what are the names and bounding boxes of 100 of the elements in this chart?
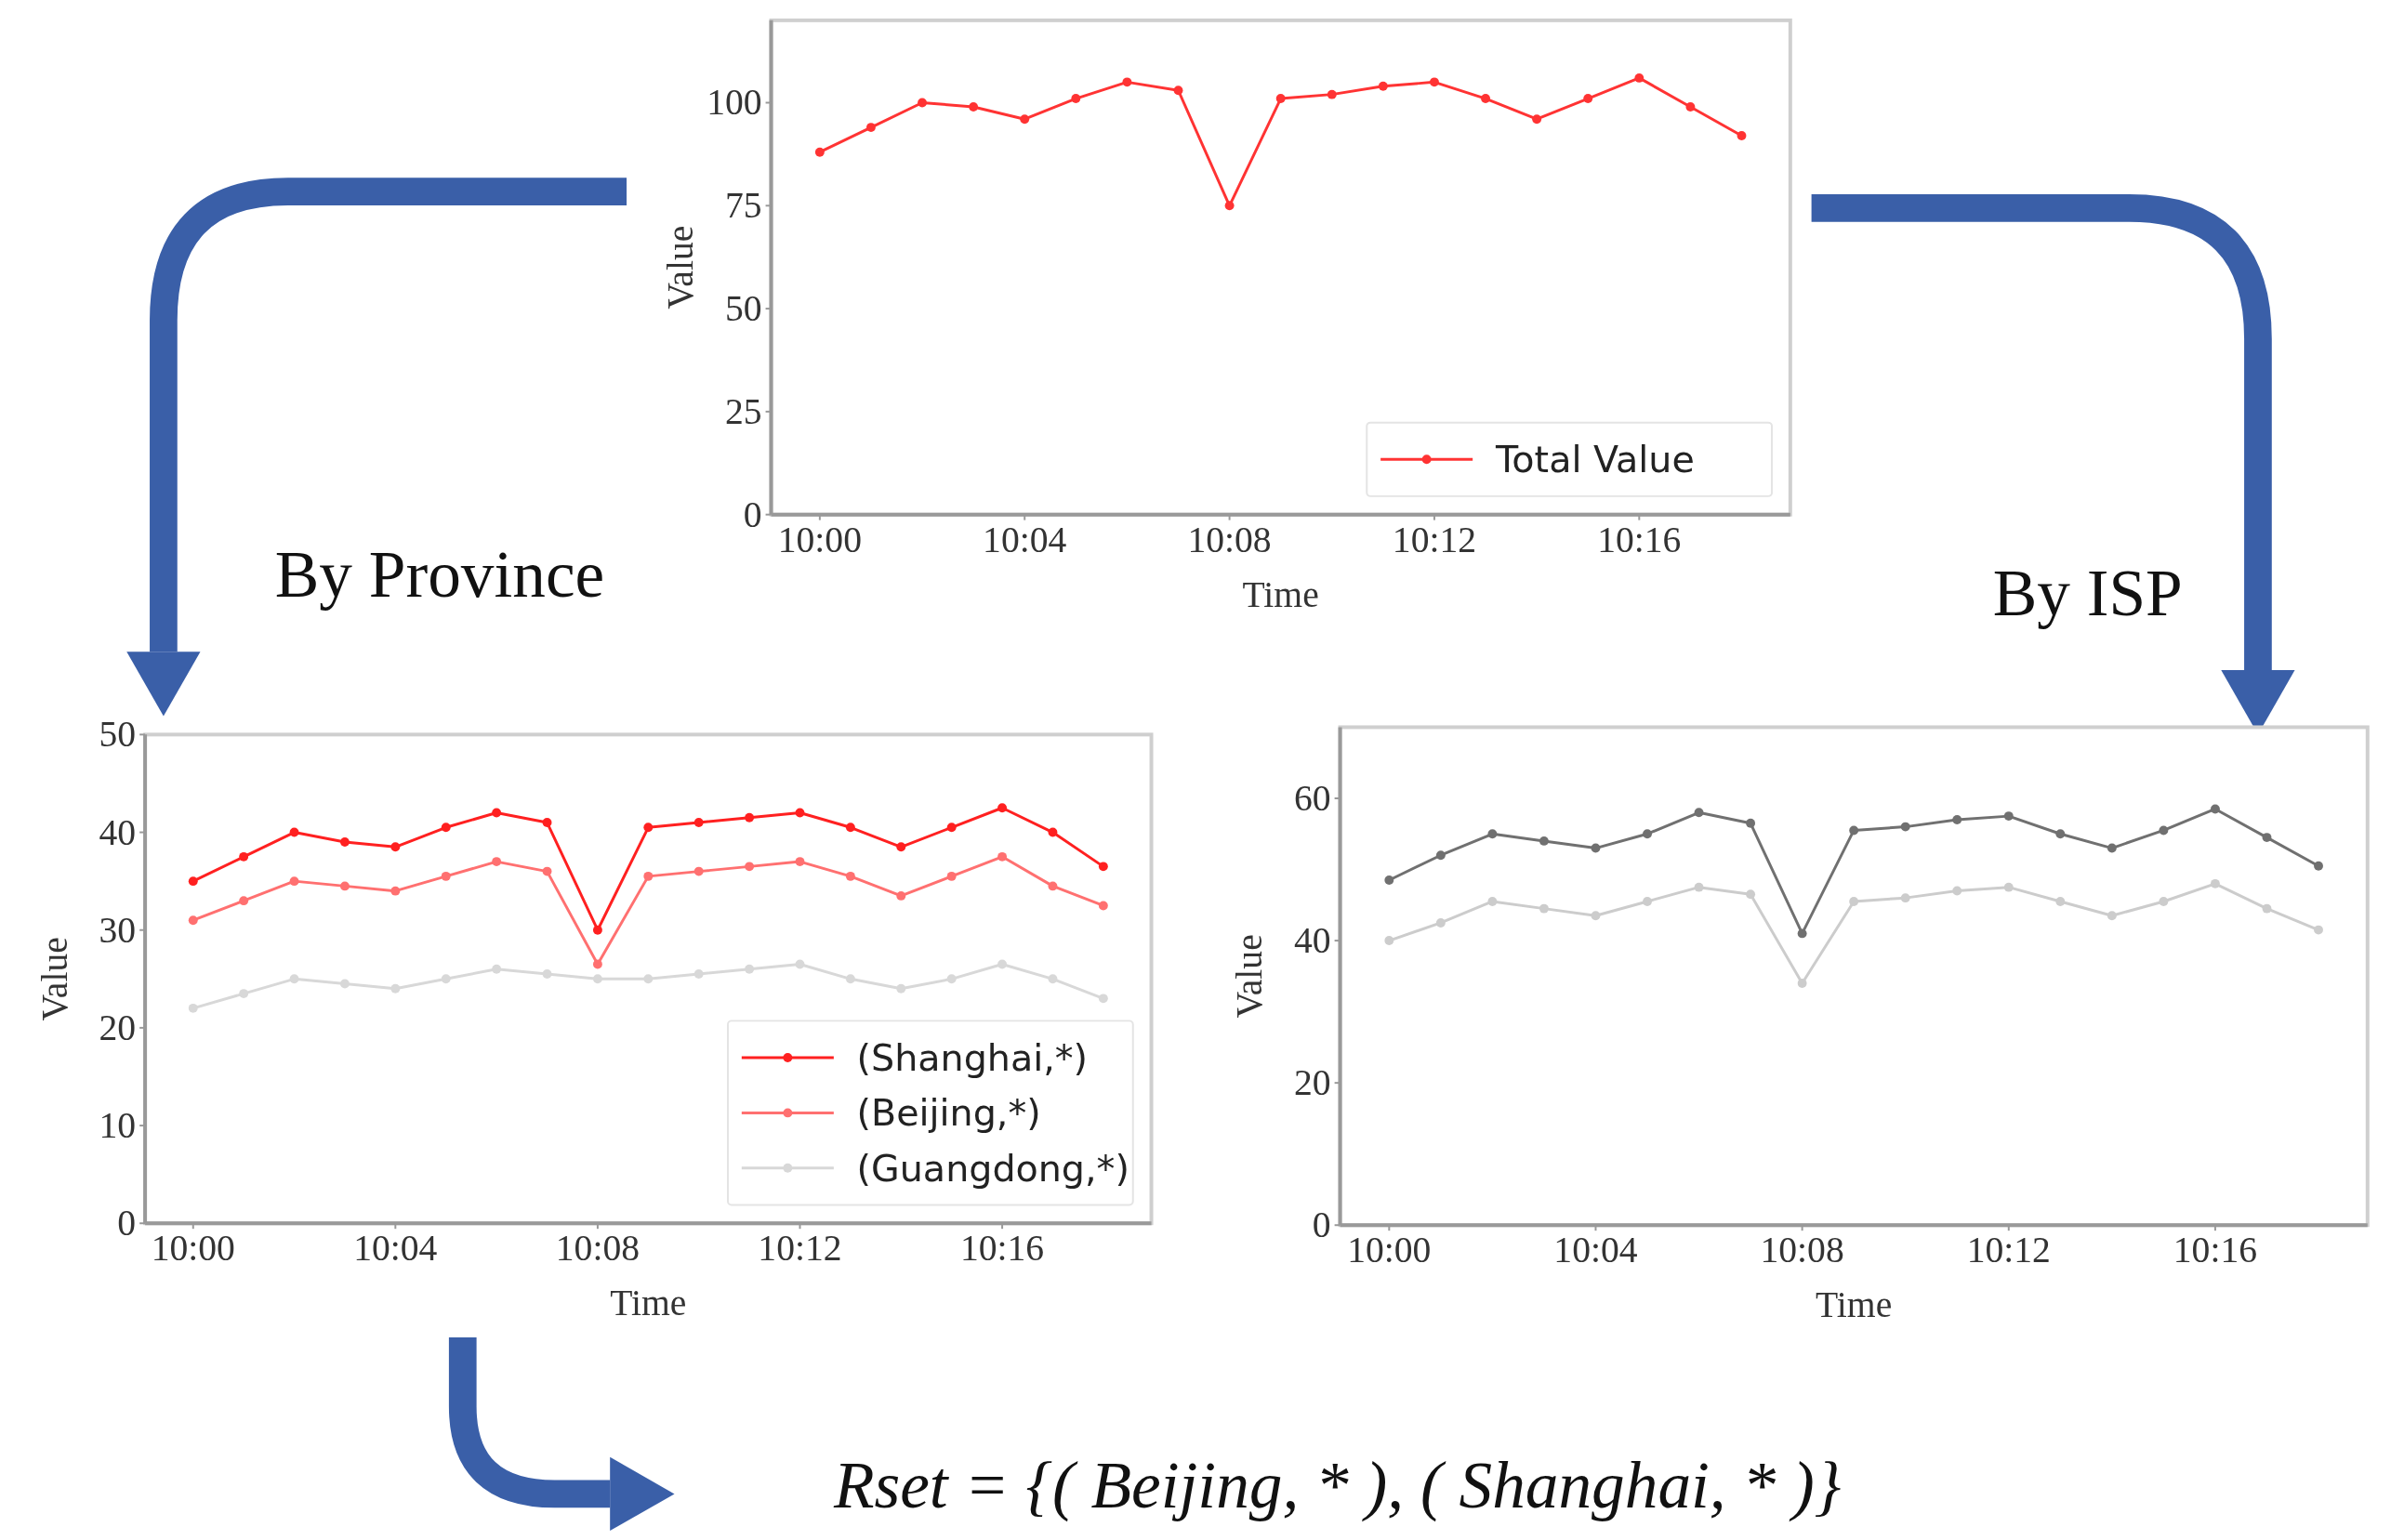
legend-label: (Guangdong,*) [856,1146,1129,1190]
point [1173,86,1183,96]
point [2314,861,2323,871]
point [643,823,654,833]
point [239,896,249,906]
y-tick-label: 20 [1294,1062,1331,1104]
point [1384,875,1394,885]
point [745,862,755,872]
point [946,871,957,881]
x-axis-title: Time [1816,1284,1893,1326]
point [918,98,927,108]
x-tick-label: 10:00 [777,519,862,560]
point [814,147,825,157]
x-axis-title: Time [610,1283,687,1324]
x-tick-label: 10:04 [983,519,1067,560]
point [865,123,876,133]
point [542,969,552,979]
point [1849,897,1859,906]
x-tick-label: 10:08 [1187,519,1272,560]
point [1539,836,1549,846]
point [1098,901,1108,911]
point [2003,811,2014,822]
point [492,857,502,867]
point [339,837,350,848]
y-axis-title: Value [1229,934,1271,1019]
point [2262,903,2272,914]
point [1746,818,1756,828]
point [1583,94,1593,104]
point [339,881,350,891]
x-tick-label: 10:00 [151,1228,235,1270]
point [1952,886,1962,896]
text: By ISP [1992,555,2183,629]
point [997,959,1008,969]
point [1900,822,1910,832]
x-tick-label: 10:00 [1347,1230,1432,1271]
point [1849,825,1859,836]
point [492,964,502,974]
y-tick-label: 20 [99,1007,137,1048]
point [1048,974,1058,984]
point [1048,881,1058,891]
y-tick-label: 10 [99,1105,137,1147]
point [745,812,755,823]
point [2055,829,2066,839]
point [492,808,502,818]
y-axis-title: Value [33,937,75,1021]
y-tick-label: 75 [725,185,762,227]
point [1643,897,1652,906]
point [969,101,979,112]
point [2314,925,2323,935]
point [1487,829,1498,839]
point [1275,94,1286,104]
point [946,974,957,984]
point [289,974,299,984]
point [592,974,602,984]
point [1952,815,1962,824]
point [745,964,755,974]
point [441,823,451,833]
point [289,827,299,837]
y-tick-label: 50 [99,714,137,756]
point [2262,833,2272,843]
point [390,842,401,852]
point [896,842,906,852]
legend-label: (Shanghai,*) [856,1035,1089,1079]
point [542,866,552,876]
y-tick-label: 40 [1294,920,1331,962]
point [896,983,906,994]
point [188,915,198,926]
point [896,890,906,901]
point [1071,94,1081,104]
point [1435,850,1446,861]
text: Rset = {( Beijing, * ), ( Shanghai, * )} [832,1448,1842,1523]
point [2210,804,2220,814]
x-tick-label: 10:16 [2173,1230,2258,1271]
point [1797,928,1807,939]
x-tick-label: 10:12 [1966,1230,2051,1271]
point [239,851,249,862]
point [1591,911,1601,921]
point [441,974,451,984]
point [1694,882,1704,892]
point [1539,903,1549,914]
point [1384,936,1394,946]
point [2003,882,2014,892]
point [1122,77,1132,87]
point [1634,72,1644,83]
point [390,886,401,896]
x-tick-label: 10:04 [1553,1230,1638,1271]
point [1694,808,1704,818]
point [390,983,401,994]
point [239,989,249,999]
point [946,823,957,833]
point [441,871,451,881]
point [1746,889,1756,900]
point [1378,81,1388,91]
point [188,876,198,887]
x-tick-label: 10:12 [758,1228,842,1270]
y-axis-title: Value [660,225,702,309]
point [2107,911,2117,921]
point [2055,897,2066,906]
point [1098,862,1108,872]
point [1487,897,1498,906]
